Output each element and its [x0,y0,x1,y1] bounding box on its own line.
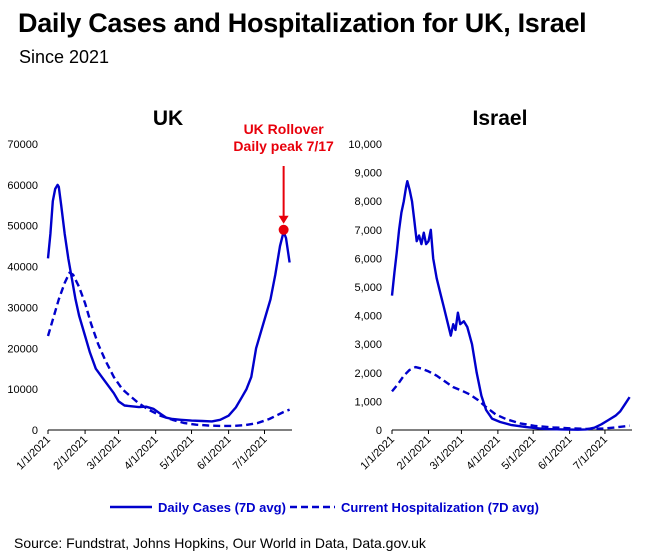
uk-x-tick-label: 6/1/2021 [195,434,234,473]
uk-y-tick-label: 20000 [7,343,38,355]
uk-y-tick-label: 60000 [7,180,38,192]
uk-daily-cases-line [46,183,291,423]
annotation-text-line: Daily peak 7/17 [233,138,334,154]
israel-y-tick-label: 10,000 [348,139,382,151]
legend-label-daily-cases: Daily Cases (7D avg) [158,500,286,515]
page-title: Daily Cases and Hospitalization for UK, … [18,8,587,38]
uk-x-tick-label: 5/1/2021 [158,434,197,473]
israel-y-tick-label: 3,000 [354,339,382,351]
israel-chart: Israel 0 1,000 2,000 3,000 4,000 5,000 6,000 7,0… [348,107,632,472]
uk-x-tick-label: 2/1/2021 [51,434,90,473]
source-note: Source: Fundstrat, Johns Hopkins, Our Wo… [14,535,426,551]
uk-x-tick-label: 1/1/2021 [14,434,53,473]
uk-chart-title: UK [153,107,183,130]
israel-y-tick-label: 2,000 [354,368,382,380]
uk-x-tick-label: 7/1/2021 [231,434,270,473]
israel-y-tick-label: 4,000 [354,311,382,323]
uk-x-tick-label: 3/1/2021 [85,434,124,473]
israel-x-tick-label: 5/1/2021 [500,434,539,473]
uk-y-tick-label: 10000 [7,384,38,396]
uk-x-tick-label: 4/1/2021 [122,434,161,473]
uk-chart: UK 0 10000 20000 30000 40000 50000 60000 70000 1/… [7,107,334,472]
israel-x-tick-label: 4/1/2021 [464,434,503,473]
uk-y-tick-label: 70000 [7,139,38,151]
israel-hospitalization-line [391,365,630,431]
israel-daily-cases-line [390,180,631,431]
israel-x-tick-label: 1/1/2021 [358,434,397,473]
page-subtitle: Since 2021 [19,47,110,67]
uk-y-tick-label: 50000 [7,221,38,233]
israel-chart-title: Israel [473,107,528,130]
uk-hospitalization-line [46,271,291,428]
israel-x-tick-label: 3/1/2021 [428,434,467,473]
israel-y-tick-label: 5,000 [354,282,382,294]
uk-y-tick-label: 40000 [7,262,38,274]
uk-y-tick-label: 30000 [7,302,38,314]
legend-label-hospitalization: Current Hospitalization (7D avg) [341,500,539,515]
israel-x-tick-label: 2/1/2021 [395,434,434,473]
legend: Daily Cases (7D avg) Current Hospitaliza… [110,500,539,515]
israel-y-tick-label: 9,000 [354,168,382,180]
annotation-arrow-head [278,215,289,224]
uk-y-tick-label: 0 [32,425,38,437]
israel-y-tick-label: 6,000 [354,253,382,265]
israel-y-tick-label: 1,000 [354,396,382,408]
annotation-text-line: UK Rollover [244,121,325,137]
israel-x-tick-label: 6/1/2021 [536,434,575,473]
israel-y-tick-label: 0 [376,425,382,437]
annotation-peak-marker [278,224,289,235]
israel-y-tick-label: 8,000 [354,196,382,208]
israel-x-tick-label: 7/1/2021 [571,434,610,473]
israel-y-tick-label: 7,000 [354,225,382,237]
